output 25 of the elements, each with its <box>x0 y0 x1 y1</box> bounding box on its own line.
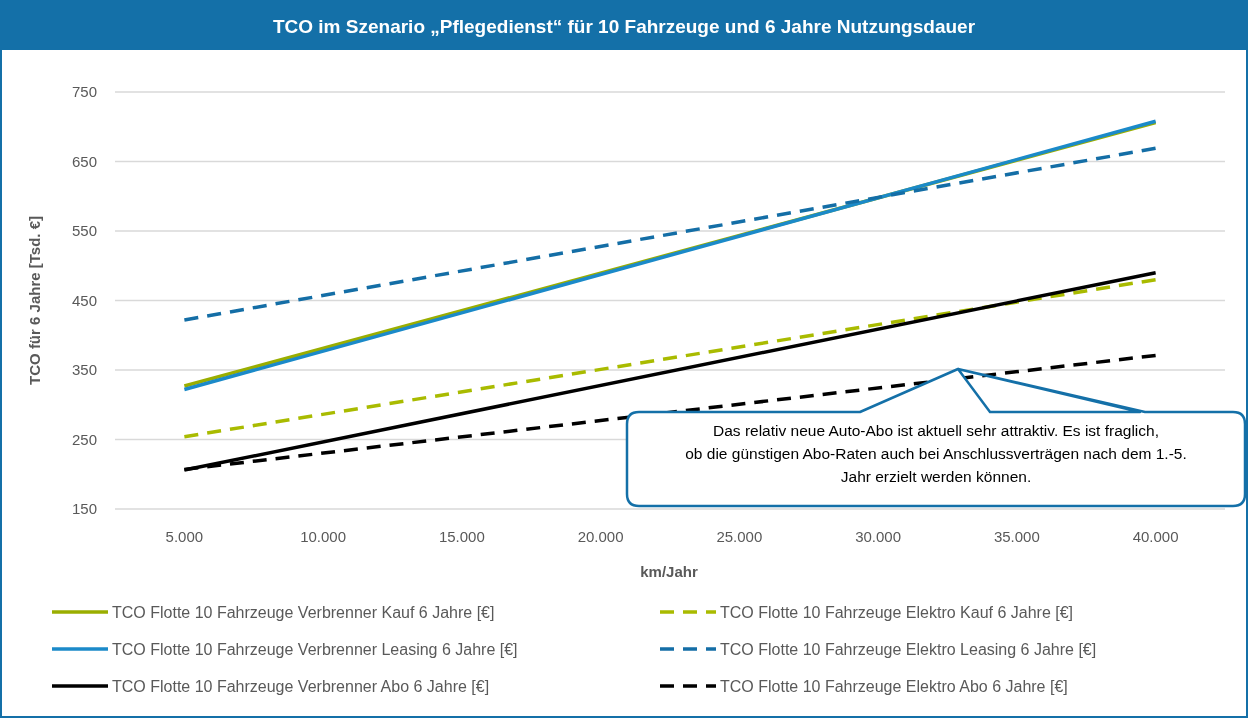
x-axis-title: km/Jahr <box>640 563 698 580</box>
y-tick-label: 150 <box>71 500 97 517</box>
y-tick-label: 650 <box>71 152 97 170</box>
legend-label: TCO Flotte 10 Fahrzeuge Verbrenner Leasing 6 Jahre [€] <box>112 641 518 658</box>
x-tick-label: 15.000 <box>438 528 485 545</box>
y-tick-label: 450 <box>71 291 97 309</box>
legend-label: TCO Flotte 10 Fahrzeuge Elektro Abo 6 Jahre [€] <box>720 678 1068 695</box>
x-tick-label: 40.000 <box>1132 528 1179 545</box>
y-tick-label: 750 <box>71 83 97 100</box>
legend-label: TCO Flotte 10 Fahrzeuge Verbrenner Abo 6 Jahre [€] <box>112 678 490 695</box>
annotation: Das relativ neue Auto-Abo ist aktuell sehr attraktiv. Es ist fraglich, ob die günstigen Abo-Raten auch bei Anschlussverträgen nach dem 1.-5. Jahr erzielt werden können. <box>685 422 1187 485</box>
y-tick-label: 550 <box>71 222 97 239</box>
x-tick-label: 10.000 <box>300 528 347 545</box>
x-tick-label: 25.000 <box>716 528 763 545</box>
chart-title: TCO im Szenario „Pflegedienst“ für 10 Fahrzeuge und 6 Jahre Nutzungsdauer <box>272 16 976 37</box>
x-tick-label: 20.000 <box>577 528 624 545</box>
y-tick-label: 350 <box>71 361 97 378</box>
y-tick-label: 250 <box>71 430 97 448</box>
x-tick-label: 5.000 <box>165 528 204 545</box>
legend-label: TCO Flotte 10 Fahrzeuge Elektro Leasing 6 Jahre [€] <box>720 641 1097 658</box>
legend-label: TCO Flotte 10 Fahrzeuge Elektro Kauf 6 Jahre [€] <box>720 604 1074 621</box>
legend-label: TCO Flotte 10 Fahrzeuge Verbrenner Kauf 6 Jahre [€] <box>112 604 495 621</box>
y-axis-title: TCO für 6 Jahre [Tsd. €] <box>26 216 43 385</box>
x-tick-label: 30.000 <box>855 528 902 545</box>
x-tick-label: 35.000 <box>993 528 1040 545</box>
